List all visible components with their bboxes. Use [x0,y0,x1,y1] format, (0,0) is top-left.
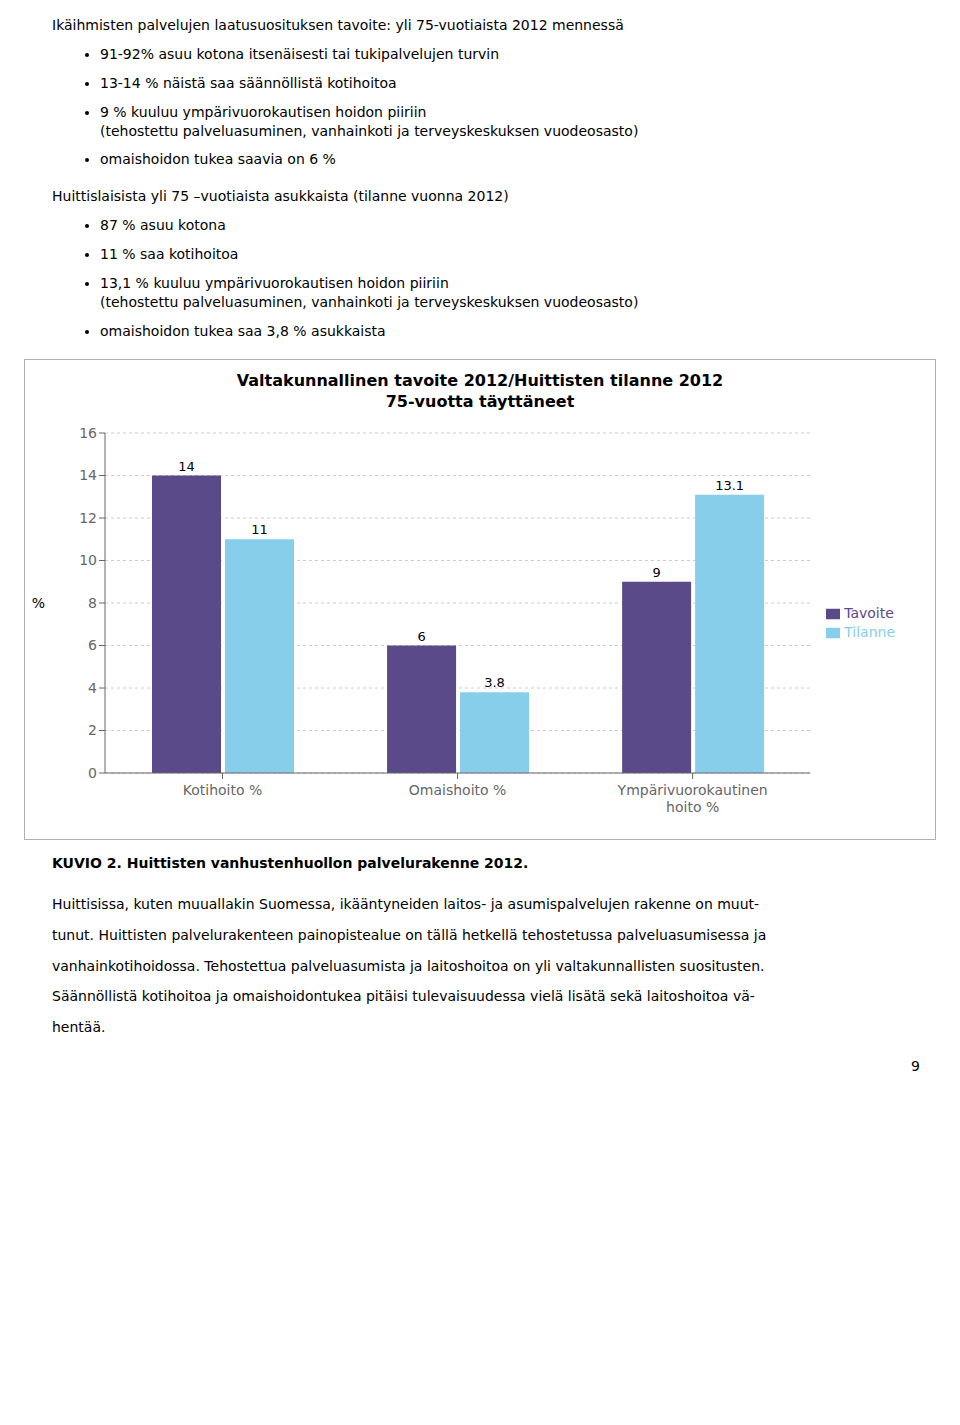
svg-text:9: 9 [652,565,660,580]
html-text:Huittisissa, kuten muuallakin: Huittisissa, kuten muuallakin Suomessa, … [52,895,760,912]
svg-text:13.1: 13.1 [715,478,744,493]
html-text:tunut. Huittisten palveluraken: tunut. Huittisten palvelurakenteen paino… [52,926,767,943]
svg-text:14: 14 [79,467,97,483]
svg-text:%: % [32,595,45,611]
html-text:9 % kuuluu ympärivuorokautisen: 9 % kuuluu ympärivuorokautisen hoidon pi… [100,103,427,120]
html-text:75-vuotta täyttäneet: 75-vuotta täyttäneet [385,392,575,412]
svg-text:3.8: 3.8 [484,675,505,690]
svg-text:Ympärivuorokautinenhoito %: Ympärivuorokautinenhoito % [617,782,768,815]
svg-text:6: 6 [88,637,97,653]
html-text:vanhainkotihoidossa. Tehostett: vanhainkotihoidossa. Tehostettua palvelu… [52,957,765,974]
html-text:omaishoidon tukea saavia on 6: omaishoidon tukea saavia on 6 % [100,151,336,168]
svg-text:11: 11 [251,522,268,537]
html-text:KUVIO 2. Huittisten vanhustenh: KUVIO 2. Huittisten vanhustenhuollon pal… [52,854,529,871]
svg-text:2: 2 [88,722,97,738]
html-text:87 % asuu kotona: 87 % asuu kotona [100,217,226,234]
html-text:Tilanne: Tilanne [844,623,895,640]
html-text:Tavoite: Tavoite [844,605,894,621]
svg-text:14: 14 [178,458,195,473]
svg-text:8: 8 [88,595,97,611]
html-text:13,1 % kuuluu ympärivuorokauti: 13,1 % kuuluu ympärivuorokautisen hoidon… [100,275,449,291]
svg-text:Omaishoito %: Omaishoito % [409,782,507,798]
html-text:11 % saa kotihoitoa: 11 % saa kotihoitoa [100,246,239,263]
html-text:hentää.: hentää. [52,1019,106,1036]
html-text:13-14 % näistä saa säännöllist: 13-14 % näistä saa säännöllistä kotihoit… [100,74,397,91]
svg-text:16: 16 [79,425,97,441]
html-text:(tehostettu palveluasuminen, v: (tehostettu palveluasuminen, vanhainkoti… [100,122,639,139]
svg-text:12: 12 [79,510,97,526]
svg-text:0: 0 [88,765,97,781]
html-text:omaishoidon tukea saa 3,8 % as: omaishoidon tukea saa 3,8 % asukkaista [100,322,386,339]
svg-text:Kotihoito %: Kotihoito % [183,782,263,798]
svg-text:6: 6 [417,628,425,643]
html-text:Ikäihmisten palvelujen laatusu: Ikäihmisten palvelujen laatusuosituksen … [52,17,624,33]
html-text:91-92% asuu kotona itsenäisest: 91-92% asuu kotona itsenäisesti tai tuki… [100,45,500,62]
svg-text:10: 10 [79,552,97,568]
svg-text:4: 4 [88,680,97,696]
html-text:(tehostettu palveluasuminen, v: (tehostettu palveluasuminen, vanhainkoti… [100,293,639,310]
html-text:9: 9 [911,1058,920,1075]
html-text:Valtakunnallinen tavoite 2012/: Valtakunnallinen tavoite 2012/Huittisten… [236,370,724,390]
html-text:Säännöllistä kotihoitoa ja oma: Säännöllistä kotihoitoa ja omaishoidontu… [52,988,755,1005]
html-text:Huittislaisista yli 75 –vuotia: Huittislaisista yli 75 –vuotiaista asukk… [52,188,509,205]
